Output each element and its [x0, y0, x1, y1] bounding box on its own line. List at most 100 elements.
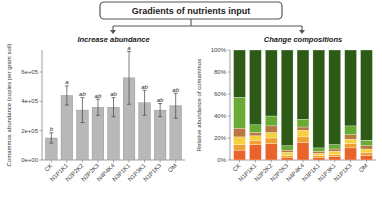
x-tick-label: N1P1K3: [333, 162, 354, 183]
y-axis: 0e+00 2e+05 4e+05 6e+05: [21, 50, 185, 163]
bar-segment: [313, 153, 325, 155]
bar-segment: [313, 50, 325, 148]
bar-segment: [345, 148, 357, 160]
x-tick: [144, 160, 145, 163]
x-tick: [255, 160, 256, 163]
error-bar: [174, 93, 178, 118]
x-tick: [318, 160, 319, 163]
y-tick: [40, 130, 43, 131]
x-axis: CKN1P1K1N2P2K2N2P2K3N4P4K4N3P1K1N1P3K1N1…: [43, 160, 177, 183]
error-bar: [158, 104, 162, 117]
letter-label: a: [65, 79, 69, 85]
y-tick-label: 0%: [217, 157, 226, 163]
bar-segment: [249, 125, 261, 133]
bar-segment: [281, 50, 293, 146]
y-tick-label: 4e+05: [21, 98, 39, 104]
y-tick-label: 0e+00: [21, 157, 39, 163]
x-tick-label: CK: [43, 162, 53, 172]
bar-segment: [249, 136, 261, 140]
bar-segment: [297, 137, 309, 143]
bar-segment: [281, 156, 293, 158]
bar-segment: [234, 150, 246, 160]
x-tick: [129, 160, 130, 163]
bar-segment: [361, 156, 373, 160]
bar: [154, 110, 166, 160]
chart-title: Change compositions: [264, 35, 342, 44]
bar-segment: [345, 135, 357, 139]
y-axis-line: [230, 50, 231, 160]
letter-label: ab: [157, 97, 164, 103]
x-tick: [271, 160, 272, 163]
bar-segment: [281, 158, 293, 160]
x-axis: CKN1P1K1N2P2K2N2P2K3N4P4K4N3P1K1N1P3K1N1…: [232, 160, 369, 183]
x-tick: [66, 160, 67, 163]
bar-segment: [313, 148, 325, 151]
x-tick: [51, 160, 52, 163]
y-tick-label: 2e+05: [21, 128, 39, 134]
chart-panel: Change compositions Relative abundance of…: [196, 35, 376, 183]
error-bar: [65, 86, 69, 105]
x-tick: [82, 160, 83, 163]
bar-segment: [361, 152, 373, 155]
bar-segment: [249, 140, 261, 144]
bar-segment: [361, 50, 373, 140]
y-tick: [40, 72, 43, 73]
y-tick-label: 40%: [214, 113, 227, 119]
bar-segment: [249, 50, 261, 125]
connector-group: [110, 19, 305, 34]
bar-segment: [249, 145, 261, 160]
arrow-head: [299, 30, 305, 34]
annotations: baabababaababab: [50, 45, 180, 132]
x-tick-label: CK: [232, 162, 242, 172]
y-tick: [228, 160, 231, 161]
letter-label: ab: [172, 87, 179, 93]
main-title-group: Gradients of nutrients input: [100, 2, 282, 19]
x-tick: [366, 160, 367, 163]
bar-segment: [297, 130, 309, 137]
bar-segment: [313, 156, 325, 158]
bar-segment: [297, 119, 309, 127]
chart-root: Gradients of nutrients input Increase abu…: [0, 0, 382, 200]
main-title: Gradients of nutrients input: [132, 6, 251, 16]
title-box: [100, 2, 282, 19]
y-axis-label: Relative abundance of comammox: [196, 59, 202, 151]
arrow-head: [110, 30, 116, 34]
y-tick: [228, 138, 231, 139]
bar-segment: [297, 50, 309, 119]
bar-segment: [329, 145, 341, 149]
bar-segment: [361, 140, 373, 146]
y-tick: [40, 160, 43, 161]
x-tick-label: OM: [167, 162, 178, 173]
error-bar: [80, 98, 84, 123]
marks: [45, 51, 181, 160]
bar-segment: [329, 149, 341, 151]
bar-segment: [265, 116, 277, 126]
x-tick: [239, 160, 240, 163]
bar-segment: [234, 50, 246, 97]
y-tick: [228, 94, 231, 95]
error-bar: [143, 90, 147, 115]
bar-segment: [265, 126, 277, 133]
y-axis: 0%20%40%60%80%100%: [211, 47, 376, 163]
x-tick: [287, 160, 288, 163]
chart-panel: Increase abundanceComammox abundance (co…: [6, 35, 185, 183]
bar-segment: [329, 155, 341, 157]
bar-segment: [345, 50, 357, 126]
bar-segment: [234, 128, 246, 137]
x-tick-label: OM: [358, 162, 369, 173]
x-tick: [113, 160, 114, 163]
bar-segment: [345, 139, 357, 143]
bar-segment: [265, 50, 277, 116]
y-axis-line: [42, 50, 43, 160]
bar-segment: [249, 133, 261, 136]
error-bar: [127, 51, 131, 104]
y-tick-label: 6e+05: [21, 69, 39, 75]
connector: [113, 19, 302, 31]
x-tick: [160, 160, 161, 163]
bar-segment: [329, 151, 341, 154]
bar-segment: [329, 50, 341, 145]
x-tick: [303, 160, 304, 163]
error-bar: [49, 133, 53, 143]
y-tick-label: 100%: [211, 47, 227, 53]
y-tick-label: 60%: [214, 91, 227, 97]
